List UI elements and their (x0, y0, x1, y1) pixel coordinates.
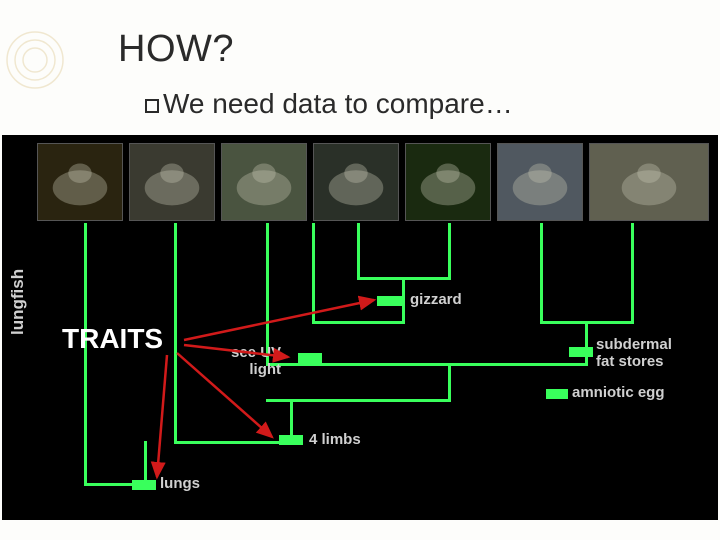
arrow-line (157, 355, 167, 477)
branch-line (312, 321, 405, 324)
trait-label: lungs (160, 476, 200, 493)
branch-line (266, 399, 451, 402)
branch-line (312, 223, 315, 321)
arrow-line (184, 300, 374, 340)
slide-title: HOW? (118, 28, 234, 71)
trait-label: amniotic egg (572, 385, 665, 402)
branch-line (448, 363, 451, 399)
organism-thumbnail (313, 143, 399, 221)
bullet-prefix: We (163, 88, 205, 119)
branch-line (266, 363, 588, 366)
bullet-rest: need data to compare… (205, 88, 513, 119)
branch-line (144, 441, 147, 483)
branch-line (540, 321, 634, 324)
organism-thumbnail (37, 143, 123, 221)
traits-heading: TRAITS (62, 323, 163, 355)
trait-label: see UVlight (231, 345, 281, 378)
trait-tick (377, 296, 405, 306)
trait-tick (279, 435, 303, 445)
branch-line (448, 223, 451, 277)
trait-label: gizzard (410, 292, 462, 309)
organism-thumbnail (497, 143, 583, 221)
branch-line (174, 441, 293, 444)
branch-line (357, 277, 451, 280)
lungfish-label: lungfish (8, 269, 28, 335)
cladogram-diagram: lungfish gizzard see UVlight subdermalfat … (2, 135, 718, 520)
organism-thumbnail (589, 143, 709, 221)
organism-thumbnail (405, 143, 491, 221)
trait-label: 4 limbs (309, 432, 361, 449)
branch-line (357, 223, 360, 277)
organism-thumbnail (221, 143, 307, 221)
trait-tick (132, 480, 156, 490)
bullet-checkbox-icon (145, 99, 159, 113)
trait-label: subdermalfat stores (596, 337, 672, 370)
branch-line (540, 223, 543, 321)
trait-tick (569, 347, 593, 357)
branch-line (266, 223, 269, 363)
branch-line (174, 223, 177, 441)
organism-thumbnail (129, 143, 215, 221)
trait-tick (546, 389, 568, 399)
trait-tick (298, 353, 322, 363)
bullet-text: We need data to compare… (145, 88, 513, 120)
branch-line (631, 223, 634, 321)
